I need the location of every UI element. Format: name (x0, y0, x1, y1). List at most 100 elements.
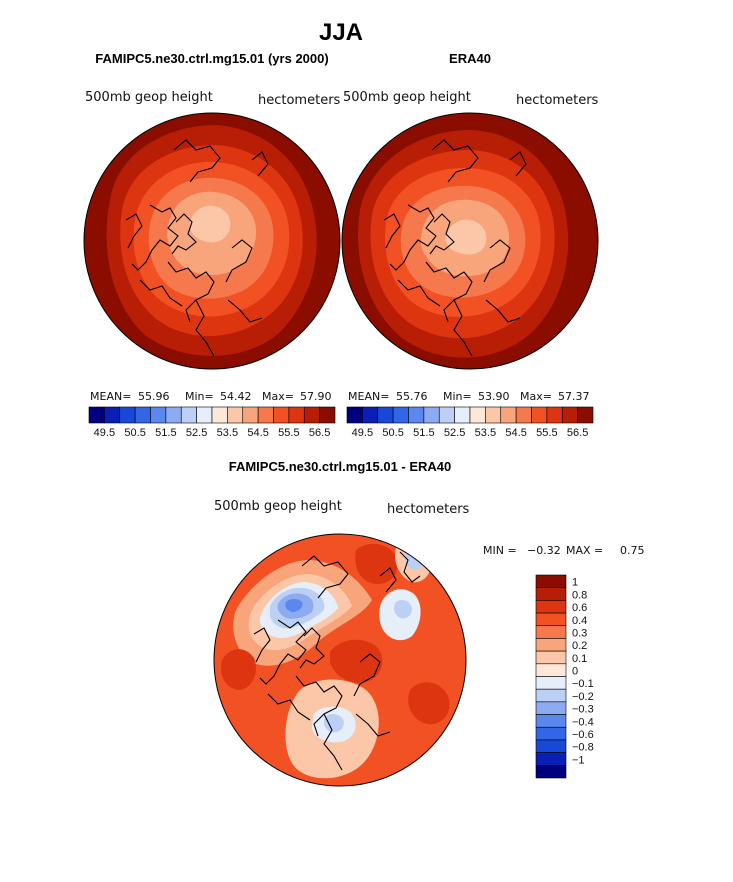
polar-map-difference-border (213, 533, 467, 787)
colorbar-swatch (535, 688, 567, 703)
colorbar-difference: 10.80.60.40.30.20.10−0.1−0.2−0.3−0.4−0.6… (535, 574, 594, 779)
colorbar-reanalysis: 49.5 50.5 51.5 52.5 53.5 54.5 55.5 56.5 (346, 406, 594, 439)
panel-reanalysis-left-label: 500mb geop height (343, 90, 471, 105)
colorbar-tick-label: 0.3 (572, 627, 587, 639)
colorbar-swatch (469, 406, 486, 424)
diff-red-west (220, 649, 257, 690)
colorbar-swatch (288, 406, 305, 424)
polar-map-model (84, 113, 340, 369)
panel-reanalysis: ERA40 500mb geop height hectometers (341, 51, 599, 439)
colorbar-tick-label: 1 (572, 577, 578, 589)
diff-red-north (355, 543, 398, 584)
colorbar-tick-label: 52.5 (444, 427, 465, 439)
panel-reanalysis-right-label: hectometers (516, 93, 599, 108)
colorbar-swatch (134, 406, 151, 424)
colorbar-swatch (500, 406, 517, 424)
polar-map-reanalysis (342, 113, 598, 369)
colorbar-tick-label: 51.5 (413, 427, 434, 439)
colorbar-swatch (392, 406, 409, 424)
colorbar-swatch (377, 406, 394, 424)
colorbar-tick-label: 0.4 (572, 615, 587, 627)
colorbar-tick-label: −1 (572, 754, 585, 766)
colorbar-swatch (165, 406, 182, 424)
panel-reanalysis-mean-value: 55.76 (396, 390, 428, 403)
colorbar-swatch (119, 406, 136, 424)
diff-band-neg-0.4 (285, 599, 303, 612)
colorbar-swatch (257, 406, 274, 424)
colorbar-swatch (242, 406, 259, 424)
colorbar-swatch (535, 625, 567, 639)
colorbar-model: 49.5 50.5 51.5 52.5 53.5 54.5 55.5 56.5 (88, 406, 336, 439)
colorbar-swatch (535, 752, 567, 766)
panel-model-mean-label: MEAN= (90, 390, 131, 403)
figure-title: JJA (319, 19, 363, 46)
colorbar-swatch (196, 406, 213, 424)
colorbar-tick-label: 0 (572, 666, 578, 678)
colorbar-tick-label: −0.2 (572, 691, 594, 703)
colorbar-tick-label: −0.3 (572, 704, 594, 716)
colorbar-swatch (150, 406, 167, 424)
panel-reanalysis-mean-label: MEAN= (348, 390, 389, 403)
coastlines (125, 139, 269, 357)
colorbar-swatch (346, 406, 363, 424)
colorbar-tick-label: 50.5 (382, 427, 403, 439)
colorbar-swatch (438, 406, 455, 424)
colorbar-swatch (577, 406, 594, 424)
coastlines (253, 551, 421, 771)
colorbar-tick-label: 55.5 (536, 427, 557, 439)
panel-model-min-value: 54.42 (220, 390, 252, 403)
panel-difference-title: FAMIPC5.ne30.ctrl.mg15.01 - ERA40 (229, 459, 452, 474)
colorbar-swatch (535, 676, 567, 690)
panel-difference-max-value: 0.75 (620, 544, 645, 557)
colorbar-tick-label: 53.5 (475, 427, 496, 439)
panel-difference-max-label: MAX = (566, 544, 603, 557)
contour-band-7 (445, 219, 487, 255)
colorbar-tick-label: 54.5 (247, 427, 268, 439)
colorbar-swatch (88, 406, 105, 424)
panel-difference: FAMIPC5.ne30.ctrl.mg15.01 - ERA40 500mb … (213, 459, 645, 787)
colorbar-swatch (535, 600, 567, 614)
colorbar-swatch (104, 406, 121, 424)
panel-difference-min-label: MIN = (483, 544, 517, 557)
coastlines (383, 139, 527, 357)
colorbar-tick-label: 50.5 (124, 427, 145, 439)
panel-model-min-label: Min= (185, 390, 214, 403)
colorbar-swatch (535, 612, 567, 627)
colorbar-swatch (561, 406, 578, 424)
colorbar-tick-label: 55.5 (278, 427, 299, 439)
colorbar-swatch (454, 406, 471, 424)
polar-map-difference (214, 534, 466, 786)
colorbar-swatch (485, 406, 502, 424)
panel-model-title: FAMIPC5.ne30.ctrl.mg15.01 (yrs 2000) (95, 51, 328, 66)
colorbar-swatch (535, 714, 567, 728)
panel-model-right-label: hectometers (258, 93, 341, 108)
colorbar-swatch (535, 574, 567, 588)
colorbar-tick-label: −0.6 (572, 729, 594, 741)
colorbar-swatch (408, 406, 425, 424)
panel-difference-min-value: −0.32 (527, 544, 561, 557)
colorbar-swatch (535, 765, 567, 779)
polar-map-model-border (83, 112, 341, 370)
colorbar-swatch (362, 406, 379, 424)
panel-model-max-label: Max= (262, 390, 294, 403)
colorbar-tick-label: 0.6 (572, 602, 587, 614)
colorbar-tick-label: 53.5 (217, 427, 238, 439)
colorbar-swatch (535, 587, 567, 601)
colorbar-tick-label: −0.4 (572, 716, 594, 728)
colorbar-tick-label: 56.5 (567, 427, 588, 439)
panel-reanalysis-min-label: Min= (443, 390, 472, 403)
colorbar-swatch (319, 406, 336, 424)
colorbar-swatch (535, 701, 567, 715)
contour-band-7 (189, 205, 231, 243)
diff-blue-south-inner (323, 714, 344, 733)
polar-map-reanalysis-border (341, 112, 599, 370)
colorbar-tick-label: 52.5 (186, 427, 207, 439)
colorbar-swatch (531, 406, 548, 424)
colorbar-swatch (535, 650, 567, 665)
colorbar-swatch (211, 406, 228, 424)
panel-reanalysis-max-value: 57.37 (558, 390, 590, 403)
colorbar-swatch (515, 406, 532, 424)
colorbar-tick-label: −0.1 (572, 678, 594, 690)
colorbar-swatch (423, 406, 440, 424)
